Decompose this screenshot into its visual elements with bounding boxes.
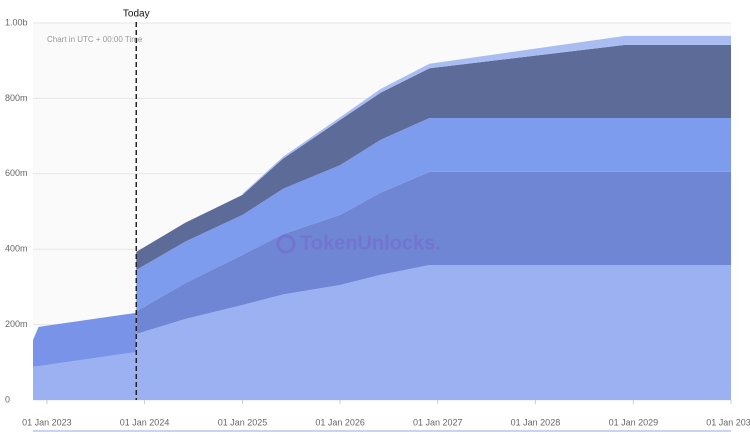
y-tick-label: 200m <box>5 319 28 329</box>
x-tick-label: 01 Jan 2023 <box>22 417 72 427</box>
area <box>33 312 137 367</box>
area <box>136 118 732 312</box>
y-tick-label: 0 <box>5 394 10 404</box>
x-tick-label: 01 Jan 2029 <box>609 417 659 427</box>
x-tick-label: 01 Jan 2026 <box>315 417 365 427</box>
y-tick-label: 400m <box>5 244 28 254</box>
y-tick-label: 600m <box>5 168 28 178</box>
area <box>136 44 732 270</box>
area <box>33 265 731 400</box>
x-tick-label: 01 Jan 2025 <box>218 417 268 427</box>
area <box>136 171 732 335</box>
x-tick-label: 01 Jan 2030 <box>706 417 750 427</box>
x-tick-label: 01 Jan 2027 <box>413 417 463 427</box>
watermark: TokenUnlocks. <box>300 232 441 254</box>
y-tick-label: 1.00b <box>5 17 28 27</box>
today-label: Today <box>123 9 150 20</box>
x-tick-label: 01 Jan 2028 <box>511 417 561 427</box>
y-tick-label: 800m <box>5 93 28 103</box>
x-tick-label: 01 Jan 2024 <box>120 417 170 427</box>
watermark-logo <box>276 234 296 254</box>
annotation: Chart in UTC + 00:00 Time <box>47 35 143 44</box>
